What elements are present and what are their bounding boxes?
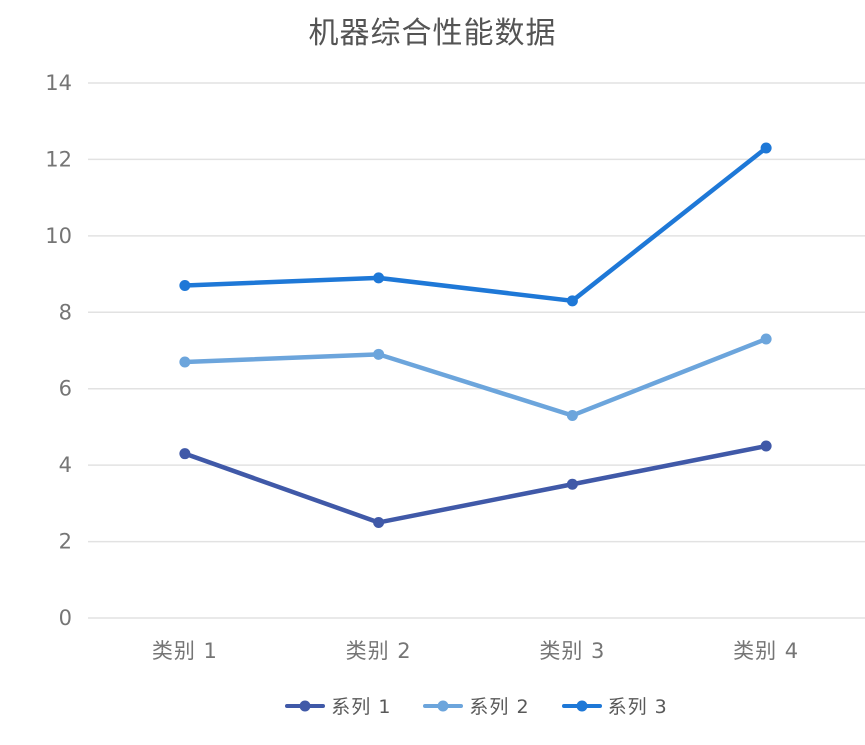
legend-line-dot-marker — [285, 700, 326, 711]
series-3-point — [760, 142, 772, 154]
series-3-point — [566, 295, 578, 307]
y-tick-label: 14 — [45, 71, 72, 95]
y-tick-label: 8 — [59, 300, 72, 324]
chart-legend: 系列 1 系列 2 系列 3 — [88, 692, 865, 719]
legend-item-series-1: 系列 1 — [285, 692, 391, 719]
y-tick-label: 2 — [59, 530, 72, 554]
series-1-point — [373, 516, 385, 528]
legend-dot-icon — [299, 700, 311, 711]
series-2-line — [182, 336, 769, 418]
legend-line-dot-marker — [423, 700, 464, 711]
series-3-point — [373, 272, 385, 284]
x-category-label: 类别 4 — [733, 639, 799, 663]
y-tick-label: 12 — [45, 147, 72, 171]
series-2-point — [760, 333, 772, 345]
legend-label: 系列 3 — [607, 696, 668, 718]
x-category-label: 类别 1 — [152, 639, 218, 663]
x-category-label: 类别 3 — [539, 639, 605, 663]
chart-title: 机器综合性能数据 — [308, 16, 557, 51]
legend-dot-icon — [576, 700, 588, 711]
legend-item-series-2: 系列 2 — [423, 692, 529, 719]
legend-label: 系列 1 — [331, 696, 392, 718]
series-2-point — [566, 409, 578, 421]
legend-line-dot-marker — [561, 700, 602, 711]
y-tick-label: 4 — [59, 453, 72, 477]
series-2-point — [179, 356, 191, 368]
x-category-label: 类别 2 — [346, 639, 412, 663]
series-1-line — [182, 443, 769, 525]
legend-item-series-3: 系列 3 — [561, 692, 668, 719]
series-1-point — [760, 440, 772, 452]
y-tick-label: 0 — [59, 606, 72, 630]
series-3-line — [182, 145, 769, 304]
legend-label: 系列 2 — [469, 696, 530, 718]
series-1-point — [566, 478, 578, 490]
series-1-point — [179, 448, 191, 460]
series-2-point — [373, 348, 385, 360]
series-3-point — [179, 280, 191, 292]
y-tick-label: 10 — [45, 224, 72, 248]
legend-dot-icon — [437, 700, 449, 711]
y-tick-label: 6 — [59, 377, 72, 401]
